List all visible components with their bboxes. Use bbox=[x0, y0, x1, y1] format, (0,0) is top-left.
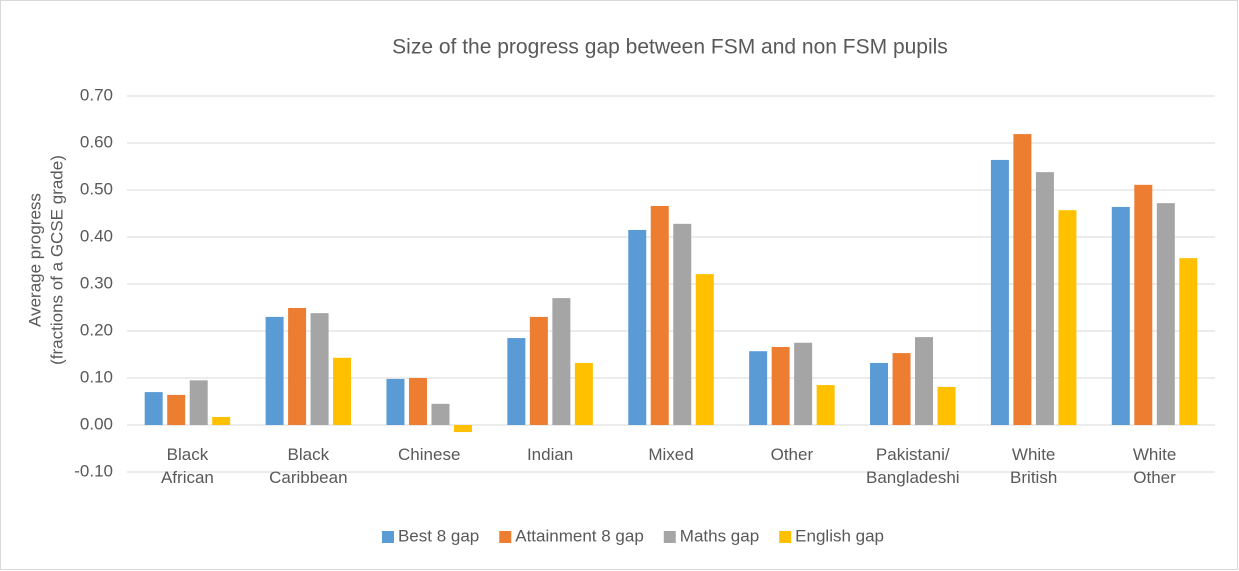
bar bbox=[453, 425, 472, 433]
bar bbox=[431, 403, 450, 425]
x-tick-label: White Other bbox=[1133, 445, 1176, 487]
bar bbox=[386, 378, 405, 425]
y-tick-label: 0.70 bbox=[80, 85, 113, 104]
bar bbox=[794, 342, 813, 425]
bar bbox=[507, 338, 526, 425]
x-tick-label: Chinese bbox=[398, 445, 460, 464]
y-tick-label: 0.00 bbox=[80, 414, 113, 433]
x-tick-label: White British bbox=[1010, 445, 1057, 487]
bar bbox=[870, 362, 889, 425]
bar bbox=[552, 298, 571, 425]
bar bbox=[749, 351, 768, 425]
bar bbox=[1058, 210, 1077, 425]
bar bbox=[915, 337, 934, 425]
y-tick-label: 0.40 bbox=[80, 226, 113, 245]
bar bbox=[1013, 134, 1032, 425]
legend-label: Maths gap bbox=[680, 526, 759, 545]
bar bbox=[628, 229, 647, 425]
y-tick-label: -0.10 bbox=[74, 461, 113, 480]
bar bbox=[529, 316, 548, 425]
bar bbox=[408, 378, 427, 425]
y-axis-title: (fractions of a GCSE grade) bbox=[47, 155, 66, 365]
y-axis-title: Average progress bbox=[25, 193, 44, 327]
bar bbox=[574, 362, 593, 425]
legend-label: English gap bbox=[795, 526, 884, 545]
bar bbox=[1035, 172, 1054, 425]
bar bbox=[310, 313, 329, 425]
bar bbox=[771, 346, 790, 425]
y-tick-label: 0.30 bbox=[80, 273, 113, 292]
legend-swatch bbox=[779, 531, 792, 543]
bar bbox=[650, 205, 669, 425]
bar bbox=[288, 307, 307, 425]
x-tick-label: Pakistani/Bangladeshi bbox=[866, 445, 960, 487]
bar bbox=[1179, 258, 1198, 425]
y-tick-label: 0.60 bbox=[80, 132, 113, 151]
bar bbox=[816, 385, 835, 425]
x-tick-label: Black Caribbean bbox=[269, 445, 347, 487]
bar bbox=[333, 357, 352, 425]
bar bbox=[189, 380, 208, 425]
y-tick-label: 0.20 bbox=[80, 320, 113, 339]
bar bbox=[673, 223, 692, 425]
x-tick-label: Other bbox=[771, 445, 814, 464]
legend-swatch bbox=[499, 531, 512, 543]
bar bbox=[892, 353, 911, 425]
legend-label: Attainment 8 gap bbox=[515, 526, 644, 545]
y-tick-label: 0.50 bbox=[80, 179, 113, 198]
x-tick-label: Indian bbox=[527, 445, 573, 464]
legend-label: Best 8 gap bbox=[398, 526, 479, 545]
bar bbox=[695, 274, 714, 425]
y-tick-label: 0.10 bbox=[80, 367, 113, 386]
legend-swatch bbox=[663, 531, 676, 543]
bar bbox=[212, 417, 231, 425]
bar bbox=[167, 394, 186, 425]
chart-title: Size of the progress gap between FSM and… bbox=[392, 36, 948, 59]
bar bbox=[1134, 184, 1153, 425]
bar bbox=[1111, 206, 1130, 425]
x-tick-label: Black African bbox=[161, 445, 214, 487]
bar bbox=[265, 316, 284, 425]
legend-swatch bbox=[381, 531, 394, 543]
bar bbox=[1156, 203, 1175, 425]
x-tick-label: Mixed bbox=[648, 445, 693, 464]
bar bbox=[937, 386, 956, 425]
bar bbox=[144, 392, 163, 425]
bar bbox=[990, 159, 1009, 426]
